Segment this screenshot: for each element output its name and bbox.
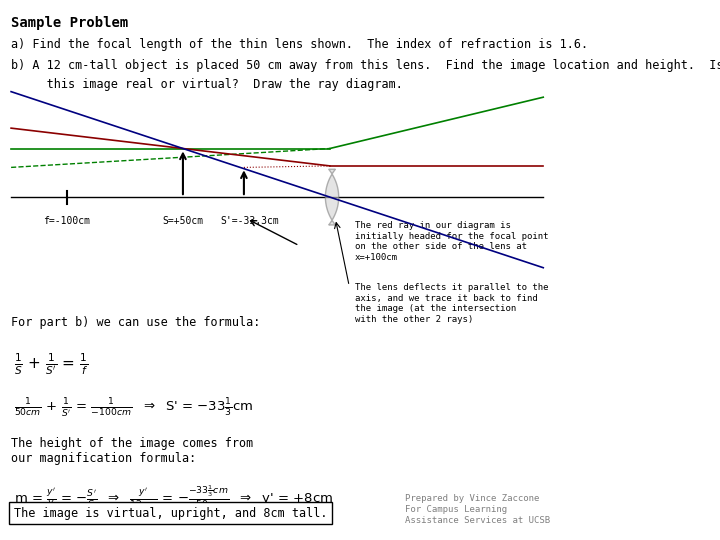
Polygon shape bbox=[325, 169, 338, 225]
Text: The red ray in our diagram is
initially headed for the focal point
on the other : The red ray in our diagram is initially … bbox=[355, 221, 548, 261]
Text: For Campus Learning: For Campus Learning bbox=[405, 505, 507, 514]
Text: The image is virtual, upright, and 8cm tall.: The image is virtual, upright, and 8cm t… bbox=[14, 507, 328, 519]
Text: f=-100cm: f=-100cm bbox=[43, 216, 90, 226]
Text: a) Find the focal length of the thin lens shown.  The index of refraction is 1.6: a) Find the focal length of the thin len… bbox=[11, 38, 588, 51]
Text: b) A 12 cm-tall object is placed 50 cm away from this lens.  Find the image loca: b) A 12 cm-tall object is placed 50 cm a… bbox=[11, 59, 720, 72]
Text: Prepared by Vince Zaccone: Prepared by Vince Zaccone bbox=[405, 494, 539, 503]
Text: The height of the image comes from
our magnification formula:: The height of the image comes from our m… bbox=[11, 437, 253, 465]
Text: For part b) we can use the formula:: For part b) we can use the formula: bbox=[11, 316, 261, 329]
Text: $\frac{1}{50cm}$ + $\frac{1}{S'}$ = $\frac{1}{-100cm}$  $\Rightarrow$  S' = $-33: $\frac{1}{50cm}$ + $\frac{1}{S'}$ = $\fr… bbox=[14, 397, 253, 420]
Text: The lens deflects it parallel to the
axis, and we trace it back to find
the imag: The lens deflects it parallel to the axi… bbox=[355, 284, 548, 323]
Text: this image real or virtual?  Draw the ray diagram.: this image real or virtual? Draw the ray… bbox=[11, 78, 403, 91]
Text: S'=-33.3cm: S'=-33.3cm bbox=[220, 216, 279, 226]
Text: Sample Problem: Sample Problem bbox=[11, 16, 128, 30]
Text: $\frac{1}{S}$ + $\frac{1}{S'}$ = $\frac{1}{f}$: $\frac{1}{S}$ + $\frac{1}{S'}$ = $\frac{… bbox=[14, 351, 89, 377]
Text: S=+50cm: S=+50cm bbox=[163, 216, 204, 226]
Text: m = $\frac{y'}{y}$ = $-\frac{S'}{S}$  $\Rightarrow$  $\frac{y'}{12cm}$ = $-\frac: m = $\frac{y'}{y}$ = $-\frac{S'}{S}$ $\R… bbox=[14, 483, 333, 510]
Text: Assistance Services at UCSB: Assistance Services at UCSB bbox=[405, 516, 550, 525]
